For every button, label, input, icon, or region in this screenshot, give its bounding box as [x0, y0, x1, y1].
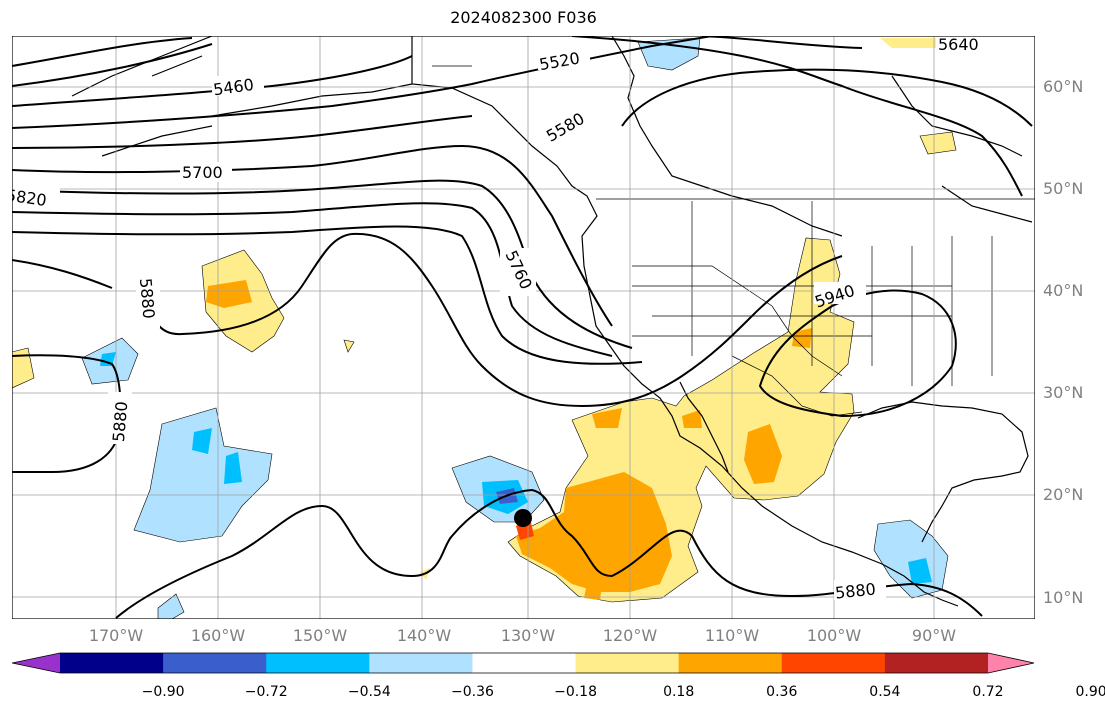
colorbar-tick-label: 0.36 — [766, 684, 798, 700]
lon-label: 120°W — [602, 626, 658, 645]
contour-label: 5880 — [834, 579, 876, 602]
contour-label: 5880 — [136, 277, 158, 319]
colorbar — [12, 652, 1035, 674]
colorbar-tick-label: 0.54 — [869, 684, 901, 700]
lat-label: 30°N — [1043, 383, 1084, 402]
contour-label: 5880 — [109, 401, 131, 443]
colorbar-segment — [60, 653, 164, 673]
lon-label: 130°W — [500, 626, 556, 645]
colorbar-segment — [884, 653, 989, 673]
colorbar-tick-label: −0.72 — [244, 684, 288, 700]
colorbar-segment — [472, 653, 577, 673]
colorbar-segment — [678, 653, 783, 673]
map-area: 5460 5520 5580 5640 5700 5820 5760 5880 … — [12, 36, 1035, 619]
lon-label: 140°W — [396, 626, 452, 645]
colorbar-extend-max — [988, 653, 1034, 673]
lon-label: 90°W — [911, 626, 957, 645]
colorbar-tick-label: 0.18 — [663, 684, 695, 700]
colorbar-tick-label: −0.54 — [347, 684, 391, 700]
colorbar-segment — [369, 653, 473, 673]
height-contours — [12, 36, 1033, 619]
contour-label: 5820 — [12, 185, 48, 209]
lat-label: 40°N — [1043, 281, 1084, 300]
colorbar-tick-label: −0.18 — [554, 684, 597, 700]
map-title: 2024082300 F036 — [450, 8, 597, 27]
colorbar-tick-label: 0.72 — [972, 684, 1004, 700]
colorbar-segment — [163, 653, 267, 673]
colorbar-tick-label: −0.36 — [450, 684, 494, 700]
colorbar-segment — [575, 653, 680, 673]
lon-label: 110°W — [704, 626, 760, 645]
colorbar-extend-min — [12, 653, 60, 673]
lat-label: 50°N — [1043, 179, 1084, 198]
coastlines — [71, 36, 1033, 607]
anomaly-shading — [12, 37, 957, 619]
colorbar-segment — [781, 653, 886, 673]
lat-label: 60°N — [1043, 77, 1084, 96]
lon-label: 150°W — [292, 626, 348, 645]
lon-label: 100°W — [806, 626, 862, 645]
contour-label: 5640 — [938, 36, 979, 54]
lon-label: 160°W — [190, 626, 246, 645]
contour-label: 5700 — [182, 163, 223, 182]
lat-label: 10°N — [1043, 588, 1084, 607]
colorbar-tick-label: −0.90 — [141, 684, 185, 700]
contour-labels: 5460 5520 5580 5640 5700 5820 5760 5880 … — [12, 36, 988, 603]
colorbar-tick-label: 0.90 — [1075, 684, 1105, 700]
storm-center-marker — [514, 509, 532, 527]
lat-label: 20°N — [1043, 485, 1084, 504]
colorbar-segments — [12, 652, 1035, 674]
lon-label: 170°W — [88, 626, 144, 645]
grid-lines — [12, 36, 1035, 619]
colorbar-segment — [266, 653, 370, 673]
